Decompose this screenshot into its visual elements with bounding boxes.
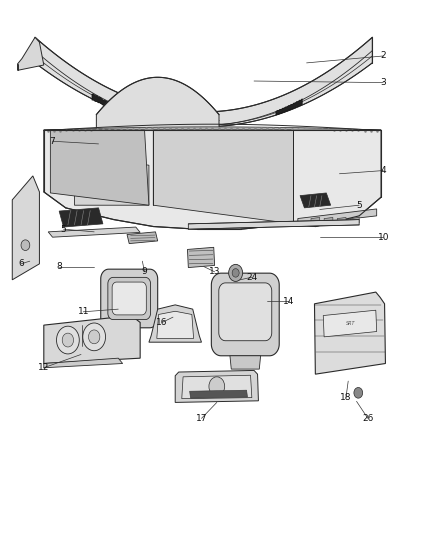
Polygon shape (337, 217, 346, 224)
Polygon shape (187, 247, 215, 268)
Text: 11: 11 (78, 308, 89, 316)
Polygon shape (311, 217, 320, 224)
Polygon shape (188, 220, 359, 229)
Circle shape (83, 323, 106, 351)
Text: 4: 4 (381, 166, 386, 175)
Text: 2: 2 (381, 52, 386, 60)
Text: 8: 8 (56, 262, 62, 271)
Polygon shape (298, 209, 377, 225)
Circle shape (57, 326, 79, 354)
Polygon shape (324, 217, 333, 224)
Text: 16: 16 (156, 318, 168, 327)
Polygon shape (157, 311, 194, 338)
Polygon shape (190, 390, 247, 398)
Polygon shape (276, 99, 302, 115)
Text: 24: 24 (246, 273, 258, 281)
Polygon shape (44, 358, 123, 368)
Circle shape (62, 333, 74, 347)
Text: 6: 6 (18, 260, 24, 268)
Polygon shape (314, 292, 385, 374)
Text: 3: 3 (380, 78, 386, 87)
Polygon shape (18, 37, 44, 70)
Polygon shape (219, 283, 272, 341)
Circle shape (88, 330, 100, 344)
Circle shape (354, 387, 363, 398)
Polygon shape (12, 176, 39, 280)
Polygon shape (350, 217, 359, 224)
Text: 14: 14 (283, 297, 295, 305)
Polygon shape (211, 273, 279, 356)
Text: 7: 7 (49, 137, 56, 146)
Text: 5: 5 (356, 201, 362, 209)
Polygon shape (44, 127, 381, 130)
Circle shape (209, 377, 225, 396)
Polygon shape (74, 155, 149, 205)
Text: 12: 12 (38, 364, 49, 372)
Polygon shape (50, 130, 149, 205)
Text: 17: 17 (196, 414, 207, 423)
Text: SRT: SRT (346, 321, 355, 326)
Polygon shape (300, 193, 331, 208)
Polygon shape (112, 282, 146, 315)
Polygon shape (44, 130, 381, 229)
Text: 9: 9 (141, 268, 148, 276)
Polygon shape (230, 356, 261, 369)
Polygon shape (127, 232, 158, 244)
Polygon shape (96, 77, 219, 130)
Circle shape (232, 269, 239, 277)
Polygon shape (59, 208, 103, 227)
Text: 18: 18 (340, 393, 352, 401)
Circle shape (21, 240, 30, 251)
Text: 13: 13 (209, 268, 220, 276)
Polygon shape (92, 94, 123, 112)
Circle shape (229, 264, 243, 281)
Polygon shape (149, 305, 201, 342)
Text: 10: 10 (378, 233, 389, 241)
Text: 26: 26 (362, 414, 374, 423)
Polygon shape (108, 277, 151, 320)
Polygon shape (175, 370, 258, 402)
Polygon shape (101, 269, 158, 328)
Polygon shape (48, 227, 140, 237)
Text: 5: 5 (60, 225, 67, 233)
Polygon shape (44, 316, 140, 364)
Polygon shape (182, 375, 252, 399)
Polygon shape (153, 130, 293, 224)
Polygon shape (35, 37, 372, 127)
Polygon shape (323, 310, 377, 337)
